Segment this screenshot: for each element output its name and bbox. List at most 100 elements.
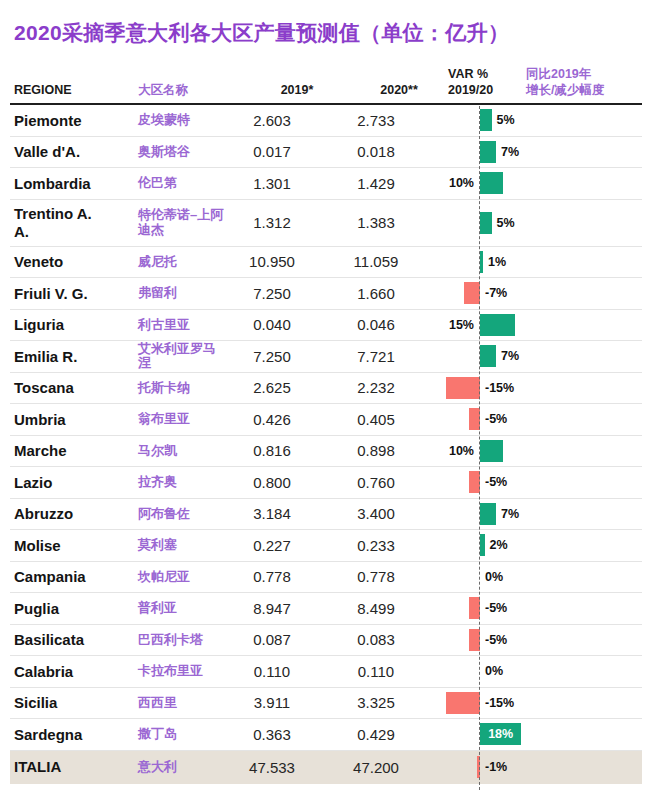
region-name-cn: 意大利 <box>138 760 227 774</box>
positive-var-bar: 18% <box>480 723 521 745</box>
var-percent-label: 10% <box>449 176 480 190</box>
var-percent-label: 7% <box>501 349 519 363</box>
var-bar-cell: 10% <box>478 168 642 199</box>
region-name-cn: 卡拉布里亚 <box>138 664 227 678</box>
table-row: Lazio拉齐奥0.8000.760-5% <box>10 467 642 499</box>
region-name: Campania <box>10 568 138 585</box>
table-row: Umbria翁布里亚0.4260.405-5% <box>10 404 642 436</box>
value-2019: 1.312 <box>227 214 317 231</box>
value-2019: 7.250 <box>227 285 317 302</box>
var-bar-cell: -15% <box>478 688 642 719</box>
header-regione: REGIONE <box>14 82 72 98</box>
var-percent-label: 7% <box>501 507 519 521</box>
value-2020: 0.898 <box>317 442 435 459</box>
region-name-cn: 拉齐奥 <box>138 475 227 489</box>
positive-var-bar <box>480 534 485 556</box>
value-2020: 1.383 <box>317 214 435 231</box>
var-bar-cell: 7% <box>478 341 642 372</box>
table-row: Basilicata巴西利卡塔0.0870.083-5% <box>10 625 642 657</box>
var-percent-label: -15% <box>485 696 514 710</box>
var-percent-label: -5% <box>485 475 507 489</box>
value-2020: 0.233 <box>317 537 435 554</box>
infographic-page: 2020采摘季意大利各大区产量预测值（单位：亿升） REGIONE 大区名称 2… <box>0 0 650 790</box>
region-name-cn: 西西里 <box>138 696 227 710</box>
var-percent-label: -5% <box>485 601 507 615</box>
region-name-cn: 奥斯塔谷 <box>138 145 227 159</box>
var-percent-label: 10% <box>449 444 480 458</box>
region-name: Sicilia <box>10 694 138 711</box>
value-2020: 1.660 <box>317 285 435 302</box>
header-2019: 2019* <box>281 82 314 98</box>
value-2020: 0.046 <box>317 316 435 333</box>
var-bar-cell: -7% <box>478 278 642 309</box>
value-2020: 47.200 <box>317 759 435 776</box>
table-row: Friuli V. G.弗留利7.2501.660-7% <box>10 278 642 310</box>
region-name-cn: 利古里亚 <box>138 318 227 332</box>
table-row: Toscana托斯卡纳2.6252.232-15% <box>10 373 642 405</box>
value-2020: 11.059 <box>317 253 435 270</box>
value-2019: 0.110 <box>227 663 317 680</box>
header-2020: 2020** <box>380 82 418 98</box>
value-2020: 1.429 <box>317 175 435 192</box>
table-body: Piemonte皮埃蒙特2.6032.7335%Valle d'A.奥斯塔谷0.… <box>10 105 642 784</box>
value-2020: 0.760 <box>317 474 435 491</box>
value-2019: 0.363 <box>227 726 317 743</box>
var-bar-cell: -1% <box>478 751 642 784</box>
var-bar-cell: -5% <box>478 404 642 435</box>
region-name-cn: 翁布里亚 <box>138 412 227 426</box>
region-name: Lazio <box>10 474 138 491</box>
table-row: Veneto威尼托10.95011.0591% <box>10 247 642 279</box>
region-name: Lombardia <box>10 175 138 192</box>
positive-var-bar <box>480 141 496 163</box>
table-row: Valle d'A.奥斯塔谷0.0170.0187% <box>10 137 642 169</box>
positive-var-bar <box>480 251 483 273</box>
production-table: REGIONE 大区名称 2019* 2020** VAR % 2019/20 … <box>10 57 642 784</box>
value-2019: 0.227 <box>227 537 317 554</box>
header-yoy-note: 同比2019年 增长/减少幅度 <box>526 66 604 99</box>
table-row: Sardegna撒丁岛0.3630.42918% <box>10 719 642 751</box>
region-name: Abruzzo <box>10 505 138 522</box>
var-bar-cell: 1% <box>478 247 642 278</box>
value-2019: 0.017 <box>227 143 317 160</box>
table-row: Liguria利古里亚0.0400.04615% <box>10 310 642 342</box>
positive-var-bar <box>480 109 492 131</box>
value-2020: 3.400 <box>317 505 435 522</box>
var-bar-cell: 15% <box>478 310 642 341</box>
value-2019: 0.778 <box>227 568 317 585</box>
value-2020: 7.721 <box>317 348 435 365</box>
region-name: Puglia <box>10 600 138 617</box>
value-2019: 0.426 <box>227 411 317 428</box>
region-name: Valle d'A. <box>10 143 138 160</box>
region-name-cn: 威尼托 <box>138 255 227 269</box>
value-2020: 0.429 <box>317 726 435 743</box>
value-2019: 10.950 <box>227 253 317 270</box>
positive-var-bar <box>480 440 503 462</box>
table-row: Puglia普利亚8.9478.499-5% <box>10 593 642 625</box>
region-name: Emilia R. <box>10 348 138 365</box>
region-name: Friuli V. G. <box>10 285 138 302</box>
var-percent-label: 5% <box>497 216 515 230</box>
table-row: Trentino A. A.特伦蒂诺–上阿迪杰1.3121.3835% <box>10 200 642 247</box>
var-bar-cell: 0% <box>478 656 642 687</box>
region-name-cn: 阿布鲁佐 <box>138 507 227 521</box>
var-bar-cell: 7% <box>478 137 642 168</box>
region-name: ITALIA <box>10 758 138 775</box>
value-2020: 3.325 <box>317 694 435 711</box>
table-row: Emilia R.艾米利亚罗马涅7.2507.7217% <box>10 341 642 373</box>
value-2019: 2.603 <box>227 112 317 129</box>
value-2019: 7.250 <box>227 348 317 365</box>
region-name: Calabria <box>10 663 138 680</box>
var-percent-label: -5% <box>485 633 507 647</box>
zero-axis-line <box>479 106 480 790</box>
region-name-cn: 伦巴第 <box>138 176 227 190</box>
negative-var-bar <box>446 692 481 714</box>
value-2020: 0.110 <box>317 663 435 680</box>
positive-var-bar <box>480 503 496 525</box>
region-name: Basilicata <box>10 631 138 648</box>
region-name-cn: 巴西利卡塔 <box>138 633 227 647</box>
value-2019: 8.947 <box>227 600 317 617</box>
table-row: Sicilia西西里3.9113.325-15% <box>10 688 642 720</box>
value-2019: 0.087 <box>227 631 317 648</box>
var-percent-label: 1% <box>488 255 506 269</box>
var-bar-cell: -5% <box>478 625 642 656</box>
